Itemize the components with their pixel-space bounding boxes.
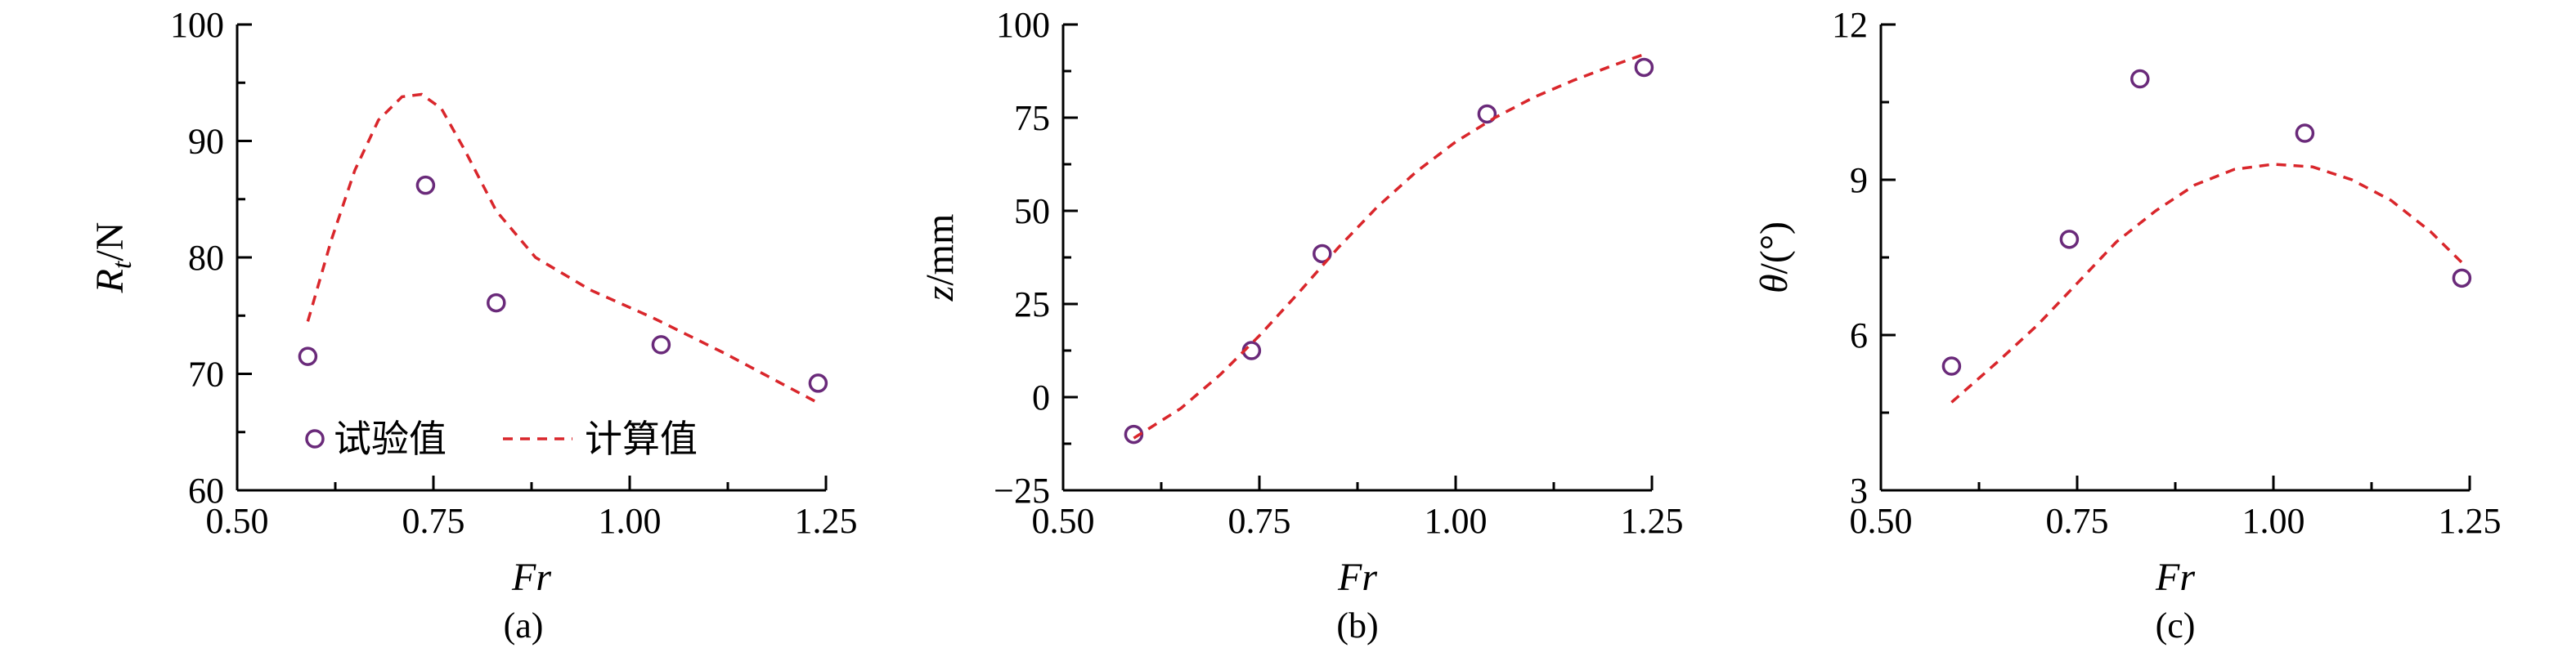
legend-label-calculated: 计算值 xyxy=(585,417,698,461)
y-tick-label: 75 xyxy=(1014,98,1050,138)
series-line-calculated xyxy=(1950,163,2463,404)
y-tick-label: 6 xyxy=(1850,315,1868,355)
panel-label: (b) xyxy=(1336,606,1378,646)
y-axis-label: z/mm xyxy=(918,214,962,302)
data-point-experimental xyxy=(808,373,828,393)
chart-panel-1: 0.50 0.75 1.00 1.25 60 70 80 90 100 Fr Rt/N (a) 试验值 计… xyxy=(88,5,858,646)
x-tick-label: 0.75 xyxy=(1228,501,1291,541)
y-tick-label: 50 xyxy=(1014,191,1050,231)
legend: 试验值 计算值 xyxy=(305,417,698,461)
y-tick-label: 3 xyxy=(1850,471,1868,511)
x-tick-label: 1.00 xyxy=(2242,501,2305,541)
x-tick-label: 0.50 xyxy=(206,501,269,541)
x-tick-label: 0.50 xyxy=(1850,501,1913,541)
data-point-experimental xyxy=(2059,230,2080,249)
panel-label: (c) xyxy=(2156,606,2196,646)
y-tick-label: 70 xyxy=(188,355,224,395)
x-tick-label: 0.75 xyxy=(2046,501,2109,541)
data-point-experimental xyxy=(2452,268,2472,288)
y-axis-label: Rt/N xyxy=(88,222,137,294)
data-point-experimental xyxy=(651,335,671,355)
y-tick-label: 100 xyxy=(170,5,224,45)
x-tick-label: 1.25 xyxy=(795,501,858,541)
y-tick-label: 25 xyxy=(1014,284,1050,324)
y-tick-label: 90 xyxy=(188,122,224,162)
data-point-experimental xyxy=(415,175,436,195)
y-tick-label: 60 xyxy=(188,471,224,511)
x-tick-label: 1.00 xyxy=(1425,501,1488,541)
y-tick-label: −25 xyxy=(994,471,1050,511)
series-line-calculated xyxy=(1133,52,1645,440)
data-point-experimental xyxy=(487,293,506,313)
chart-panel-2: 0.50 0.75 1.00 1.25 −25 0 25 50 75 100 Fr z/mm (b) xyxy=(918,5,1684,646)
legend-marker-experimental xyxy=(305,429,325,449)
data-point-experimental xyxy=(2130,69,2150,89)
data-point-experimental xyxy=(298,346,318,366)
panel-label: (a) xyxy=(504,606,544,646)
data-point-experimental xyxy=(1941,356,1962,376)
x-tick-label: 1.25 xyxy=(2439,501,2502,541)
y-tick-label: 0 xyxy=(1032,378,1050,418)
y-tick-label: 9 xyxy=(1850,160,1868,200)
y-tick-label: 100 xyxy=(996,5,1050,45)
x-tick-label: 1.25 xyxy=(1621,501,1684,541)
chart-panel-3: 0.50 0.75 1.00 1.25 3 6 9 12 Fr θ/(°) (c) xyxy=(1752,5,2502,646)
x-tick-label: 1.00 xyxy=(599,501,662,541)
series-line-calculated xyxy=(306,92,819,404)
legend-label-experimental: 试验值 xyxy=(334,417,447,461)
y-tick-label: 80 xyxy=(188,238,224,278)
x-tick-label: 0.75 xyxy=(402,501,465,541)
data-point-experimental xyxy=(2295,123,2315,143)
x-tick-label: 0.50 xyxy=(1032,501,1095,541)
y-axis-label: θ/(°) xyxy=(1752,221,1796,293)
x-axis-label: Fr xyxy=(511,556,551,599)
data-point-experimental xyxy=(1477,104,1497,124)
data-point-experimental xyxy=(1313,244,1332,264)
x-axis-label: Fr xyxy=(1337,556,1377,599)
y-tick-label: 12 xyxy=(1832,5,1868,45)
x-axis-label: Fr xyxy=(2155,556,2195,599)
data-point-experimental xyxy=(1634,57,1654,78)
